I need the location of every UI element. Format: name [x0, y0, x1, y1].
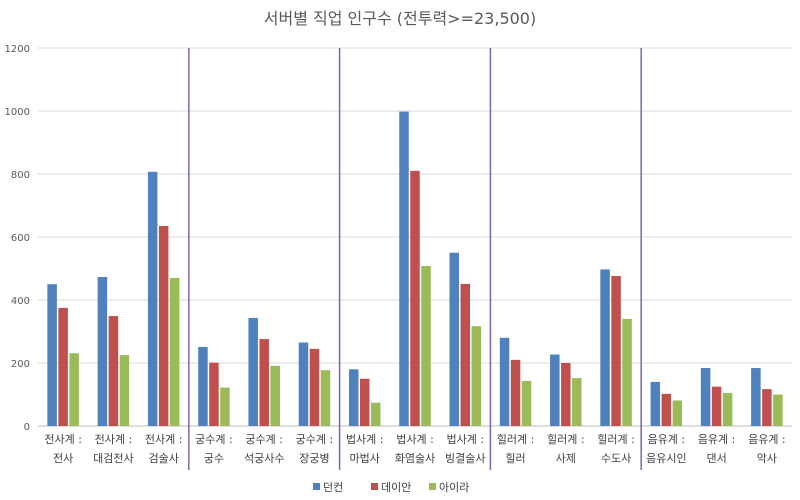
bar [672, 400, 683, 426]
bar [700, 368, 711, 426]
bar [58, 307, 68, 426]
bar [561, 363, 571, 426]
x-tick-label: 궁수 [204, 452, 224, 465]
legend: 던컨 데이안 아이라 [313, 481, 469, 494]
bar [622, 318, 632, 426]
bar [147, 171, 158, 426]
bar [650, 381, 661, 426]
x-tick-label: 궁수계 : [296, 433, 334, 446]
x-tick-label: 음유시인 [646, 452, 686, 465]
bar [158, 225, 169, 426]
bar [198, 346, 208, 426]
x-tick-label: 장궁병 [299, 452, 329, 465]
x-tick-label: 법사계 : [346, 433, 384, 446]
bar [370, 402, 381, 426]
x-tick-label: 화염술사 [395, 452, 435, 465]
x-tick-label: 수도사 [601, 452, 631, 465]
bar [711, 386, 722, 426]
bar [320, 370, 331, 426]
bar [348, 369, 359, 426]
bar [69, 353, 79, 426]
bar [751, 368, 761, 426]
bar [521, 380, 532, 426]
group-separators [188, 48, 642, 470]
x-tick-label: 석궁사수 [244, 452, 284, 465]
bar [108, 316, 119, 426]
bar [119, 355, 130, 426]
legend-swatch [371, 483, 378, 490]
x-tick-label: 궁수계 : [195, 433, 233, 446]
y-tick-label: 200 [11, 359, 30, 370]
x-tick-label: 검술사 [148, 452, 178, 465]
bar [410, 170, 420, 426]
x-tick-label: 궁수계 : [245, 433, 283, 446]
bar [762, 389, 772, 426]
x-tick-label: 전사계 : [145, 433, 183, 446]
x-tick-label: 전사 [53, 452, 73, 465]
x-tick-label: 힐러 [505, 452, 525, 465]
legend-swatch [429, 483, 436, 490]
bar [600, 269, 610, 426]
x-tick-label: 댄서 [706, 452, 726, 465]
x-tick-label: 힐러계 : [547, 433, 585, 446]
bar [449, 252, 460, 426]
bar [499, 337, 510, 426]
x-tick-label: 전사계 : [44, 433, 82, 446]
bar [309, 348, 320, 426]
x-tick-label: 힐러계 : [497, 433, 535, 446]
bar [359, 378, 370, 426]
x-tick-label: 악사 [757, 452, 777, 465]
bar [611, 276, 621, 426]
bar [169, 277, 180, 426]
x-axis-labels: 전사계 : 전사 전사계 : 대검전사 전사계 : 검술사 궁수계 : 궁수 궁수계 : 석궁사수… [44, 433, 785, 465]
bar [572, 378, 582, 426]
bar [773, 394, 783, 426]
x-tick-label: 빙결술사 [445, 452, 485, 465]
bar [722, 392, 733, 426]
bar [661, 393, 672, 426]
legend-label: 데이안 [381, 481, 411, 494]
bar [471, 326, 482, 426]
x-tick-label: 음유계 : [748, 433, 786, 446]
chart-title: 서버별 직업 인구수 (전투력>=23,500) [264, 9, 536, 28]
x-tick-label: 마법사 [350, 452, 380, 465]
x-tick-label: 음유계 : [698, 433, 736, 446]
y-tick-label: 800 [11, 170, 30, 181]
bar [399, 111, 409, 426]
y-tick-label: 600 [11, 233, 30, 244]
bar [47, 284, 57, 426]
y-tick-label: 0 [24, 422, 30, 433]
bar [510, 359, 521, 426]
y-tick-label: 400 [11, 296, 30, 307]
x-tick-label: 법사계 : [446, 433, 484, 446]
bar [460, 283, 471, 426]
x-tick-label: 힐러계 : [597, 433, 635, 446]
x-tick-label: 사제 [556, 452, 576, 465]
bar [298, 342, 309, 426]
bars [47, 111, 783, 426]
bar [550, 354, 560, 426]
bar [248, 317, 258, 426]
bar [97, 277, 108, 426]
legend-swatch [313, 483, 320, 490]
bar [220, 387, 230, 426]
bar [259, 339, 269, 426]
bar [421, 265, 431, 426]
x-tick-label: 대검전사 [93, 452, 133, 465]
y-axis-ticks: 0 200 400 600 800 1000 1200 [5, 44, 30, 433]
bar [270, 365, 280, 426]
y-tick-label: 1200 [5, 44, 30, 55]
x-tick-label: 음유계 : [648, 433, 686, 446]
x-tick-label: 법사계 : [396, 433, 434, 446]
legend-label: 아이라 [439, 481, 469, 494]
y-tick-label: 1000 [5, 107, 30, 118]
bar [209, 362, 219, 426]
legend-label: 던컨 [323, 481, 343, 494]
x-tick-label: 전사계 : [95, 433, 133, 446]
